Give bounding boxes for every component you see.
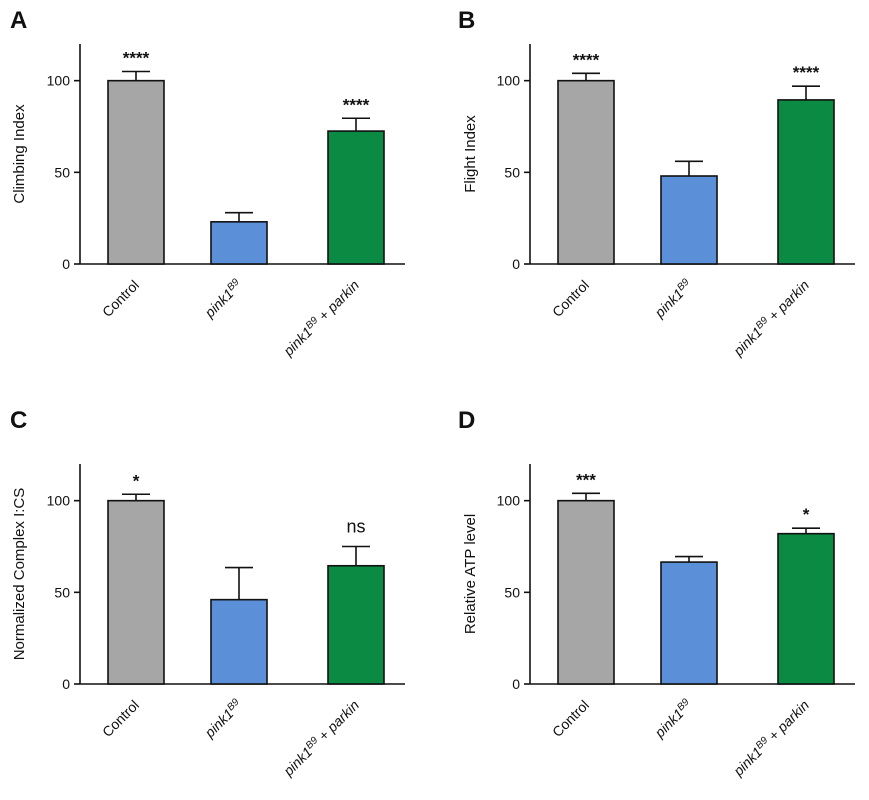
category-label: Control	[549, 697, 592, 740]
bar-1	[107, 79, 165, 265]
bar-1	[557, 79, 615, 265]
bar-3	[777, 532, 835, 685]
category-label: Control	[99, 277, 142, 320]
bar-3	[777, 99, 835, 265]
y-tick-label: 0	[62, 676, 70, 692]
y-tick-label: 100	[497, 73, 521, 89]
bar-2	[210, 221, 268, 265]
y-tick-label: 0	[512, 676, 520, 692]
panel-letter: A	[10, 7, 27, 34]
y-tick-label: 0	[512, 256, 520, 272]
y-tick-label: 0	[62, 256, 70, 272]
y-axis-label: Relative ATP level	[462, 514, 479, 634]
bar-2	[660, 561, 718, 685]
chart-panel-a: A Climbing Index 0 50 100 **** Control pink1B9 *…	[10, 7, 405, 359]
bar-2	[210, 598, 268, 685]
bar-1	[557, 499, 615, 685]
significance-label: ***	[576, 470, 596, 489]
significance-label: ns	[346, 517, 365, 537]
y-tick-label: 50	[504, 164, 520, 180]
significance-label: *	[133, 471, 140, 490]
y-tick-label: 50	[504, 584, 520, 600]
chart-panel-b: B Flight Index 0 50 100 **** Control pink1B9 ***…	[458, 7, 855, 359]
y-tick-label: 50	[54, 584, 70, 600]
y-tick-label: 100	[47, 73, 71, 89]
y-tick-label: 50	[54, 164, 70, 180]
category-label: pink1B9 + parkin	[279, 696, 362, 779]
y-tick-label: 100	[497, 493, 521, 509]
significance-label: ****	[793, 63, 820, 82]
category-label: pink1B9	[650, 696, 695, 741]
chart-panel-d: D Relative ATP level 0 50 100 *** Control pink1…	[458, 407, 855, 779]
significance-label: ****	[573, 50, 600, 69]
category-label: Control	[99, 697, 142, 740]
y-axis-label: Flight Index	[462, 115, 479, 193]
significance-label: ****	[343, 95, 370, 114]
bar-3	[327, 564, 385, 685]
y-axis-label: Normalized Complex I:CS	[11, 488, 28, 661]
panel-letter: C	[10, 407, 27, 434]
category-label: pink1B9 + parkin	[729, 276, 812, 359]
chart-panel-c: C Normalized Complex I:CS 0 50 100 * Control pi…	[10, 407, 405, 779]
y-axis-label: Climbing Index	[11, 104, 28, 204]
category-label: pink1B9 + parkin	[729, 696, 812, 779]
y-tick-label: 100	[47, 493, 71, 509]
panel-letter: D	[458, 407, 475, 434]
bar-1	[107, 499, 165, 685]
significance-label: ****	[123, 49, 150, 68]
category-label: pink1B9 + parkin	[279, 276, 362, 359]
category-label: pink1B9	[650, 276, 695, 321]
panel-letter: B	[458, 7, 475, 34]
significance-label: *	[803, 505, 810, 524]
bar-3	[327, 130, 385, 265]
bar-2	[660, 175, 718, 265]
category-label: Control	[549, 277, 592, 320]
category-label: pink1B9	[200, 696, 245, 741]
category-label: pink1B9	[200, 276, 245, 321]
